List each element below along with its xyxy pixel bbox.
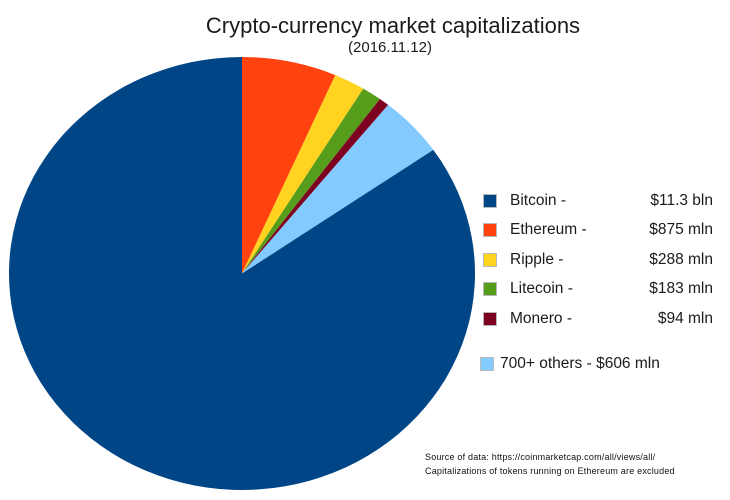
legend-swatch-ethereum bbox=[483, 223, 497, 238]
legend-item-700-others: 700+ others - $606 mln bbox=[480, 350, 713, 380]
pie-slice-ethereum bbox=[242, 57, 336, 274]
source-note-line1: Source of data: https://coinmarketcap.co… bbox=[425, 452, 656, 462]
pie-slice-bitcoin bbox=[8, 57, 475, 490]
legend-swatch-litecoin bbox=[483, 282, 497, 297]
pie-slice-700-others bbox=[242, 104, 434, 274]
pie-slice-litecoin bbox=[242, 88, 380, 274]
legend-amount: $183 mln bbox=[649, 280, 713, 298]
legend-item-ethereum: Ethereum - $875 mln bbox=[483, 216, 713, 246]
legend-swatch-bitcoin bbox=[483, 193, 497, 208]
legend-swatch-700-others bbox=[480, 357, 494, 372]
pie-slice-monero bbox=[242, 99, 389, 274]
legend-item-bitcoin: Bitcoin - $11.3 bln bbox=[483, 186, 713, 216]
legend-label: 700+ others - $606 mln bbox=[500, 355, 660, 373]
legend-item-monero: Monero - $94 mln bbox=[483, 304, 713, 334]
legend-amount: $288 mln bbox=[649, 250, 713, 268]
legend-label: Bitcoin - bbox=[510, 191, 566, 209]
source-note: Source of data: https://coinmarketcap.co… bbox=[425, 451, 675, 478]
legend-label: Litecoin - bbox=[510, 280, 573, 298]
legend: Bitcoin - $11.3 bln Ethereum - $875 mln … bbox=[480, 186, 713, 380]
chart-title: Crypto-currency market capitalizations bbox=[205, 13, 581, 38]
source-note-line2: Capitalizations of tokens running on Eth… bbox=[425, 465, 675, 476]
legend-label: Ripple - bbox=[510, 250, 564, 268]
legend-item-litecoin: Litecoin - $183 mln bbox=[483, 275, 713, 305]
legend-amount: $875 mln bbox=[649, 221, 713, 239]
pie-slice-ripple bbox=[242, 75, 364, 274]
legend-swatch-monero bbox=[483, 311, 497, 326]
chart-subtitle: (2016.11.12) bbox=[348, 39, 432, 56]
legend-label: Ethereum - bbox=[510, 221, 587, 239]
legend-amount: $94 mln bbox=[657, 309, 713, 327]
legend-swatch-ripple bbox=[483, 252, 497, 267]
legend-label: Monero - bbox=[510, 309, 573, 327]
legend-amount: $11.3 bln bbox=[650, 191, 713, 209]
legend-item-ripple: Ripple - $288 mln bbox=[483, 245, 713, 275]
